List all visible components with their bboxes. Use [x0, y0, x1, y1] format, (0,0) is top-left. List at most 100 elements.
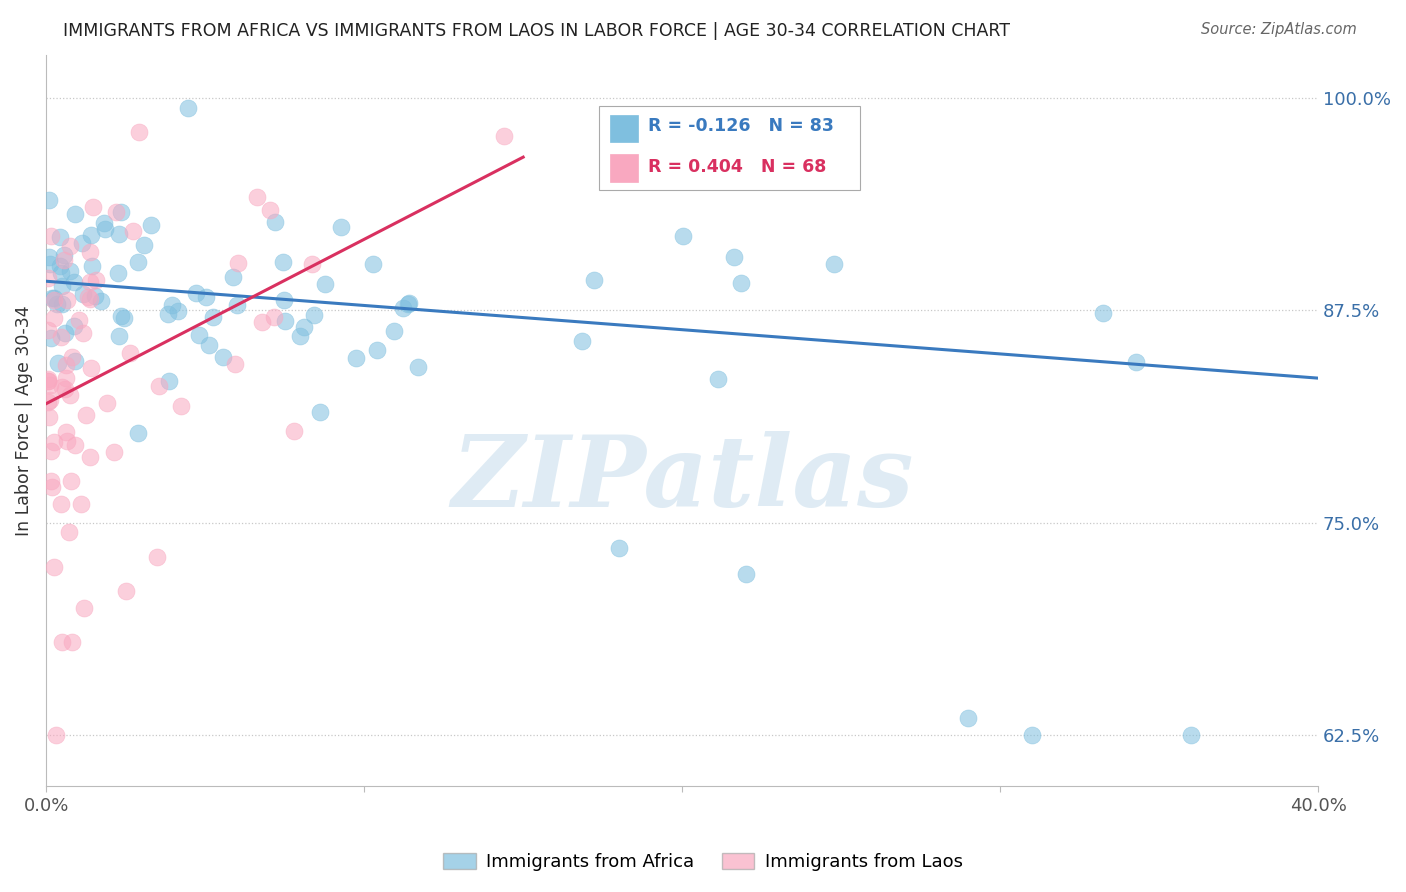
- Point: [571, 334, 593, 349]
- Point: [44, 434, 66, 449]
- Point: [51, 634, 73, 648]
- Point: [55, 358, 77, 372]
- Point: [122, 224, 145, 238]
- Point: [41, 292, 63, 306]
- Point: [46, 356, 69, 370]
- Point: [37, 323, 59, 337]
- Point: [42, 310, 65, 325]
- Point: [53, 382, 76, 396]
- Point: [38, 378, 60, 392]
- Point: [39, 257, 62, 271]
- Point: [55, 371, 77, 385]
- Point: [177, 102, 200, 116]
- Point: [250, 315, 273, 329]
- Point: [226, 256, 249, 270]
- Point: [41, 229, 63, 244]
- Point: [202, 310, 225, 324]
- Point: [283, 425, 305, 439]
- Point: [49, 266, 72, 280]
- Point: [79, 293, 101, 307]
- Point: [103, 444, 125, 458]
- Point: [72, 326, 94, 340]
- Point: [263, 310, 285, 324]
- Point: [48, 230, 70, 244]
- Point: [38, 392, 60, 407]
- Point: [37, 395, 59, 409]
- Point: [160, 298, 183, 312]
- Point: [222, 269, 245, 284]
- Point: [107, 266, 129, 280]
- Text: IMMIGRANTS FROM AFRICA VS IMMIGRANTS FROM LAOS IN LABOR FORCE | AGE 30-34 CORREL: IMMIGRANTS FROM AFRICA VS IMMIGRANTS FRO…: [63, 22, 1011, 40]
- Point: [148, 379, 170, 393]
- Point: [157, 307, 180, 321]
- Point: [60, 350, 83, 364]
- Point: [382, 324, 405, 338]
- Point: [93, 215, 115, 229]
- Point: [132, 238, 155, 252]
- Point: [38, 250, 60, 264]
- Point: [58, 525, 80, 540]
- Point: [127, 425, 149, 440]
- Point: [582, 273, 605, 287]
- Point: [1021, 728, 1043, 742]
- Point: [104, 205, 127, 219]
- Point: [45, 296, 67, 310]
- Point: [264, 215, 287, 229]
- Point: [73, 600, 96, 615]
- Point: [37, 374, 59, 388]
- Point: [392, 301, 415, 315]
- Point: [58, 238, 80, 252]
- Point: [184, 285, 207, 300]
- Point: [146, 549, 169, 564]
- Point: [1125, 355, 1147, 369]
- Point: [110, 309, 132, 323]
- Point: [49, 330, 72, 344]
- Point: [212, 350, 235, 364]
- Point: [1180, 728, 1202, 742]
- Point: [1091, 306, 1114, 320]
- Point: [127, 255, 149, 269]
- Point: [82, 200, 104, 214]
- Point: [82, 259, 104, 273]
- Point: [823, 257, 845, 271]
- FancyBboxPatch shape: [610, 154, 638, 182]
- Point: [37, 372, 59, 386]
- Text: ZIPatlas: ZIPatlas: [451, 431, 914, 527]
- Point: [723, 251, 745, 265]
- Point: [79, 244, 101, 259]
- Point: [309, 405, 332, 419]
- Point: [51, 497, 73, 511]
- Point: [53, 253, 76, 268]
- Point: [76, 290, 98, 304]
- Point: [139, 218, 162, 232]
- Point: [45, 728, 67, 742]
- Point: [60, 634, 83, 648]
- Point: [67, 313, 90, 327]
- Point: [37, 374, 59, 388]
- Point: [80, 228, 103, 243]
- Point: [224, 358, 246, 372]
- Text: R = -0.126   N = 83: R = -0.126 N = 83: [648, 118, 834, 136]
- Point: [957, 711, 980, 725]
- Point: [672, 229, 695, 244]
- Point: [170, 399, 193, 413]
- Point: [79, 275, 101, 289]
- Point: [292, 320, 315, 334]
- Point: [80, 361, 103, 376]
- Point: [288, 329, 311, 343]
- Point: [90, 293, 112, 308]
- Point: [53, 326, 76, 340]
- Point: [42, 560, 65, 574]
- FancyBboxPatch shape: [599, 106, 860, 190]
- Legend: Immigrants from Africa, Immigrants from Laos: Immigrants from Africa, Immigrants from …: [436, 846, 970, 879]
- Point: [128, 125, 150, 139]
- Point: [39, 331, 62, 345]
- Point: [734, 566, 756, 581]
- Point: [59, 474, 82, 488]
- Point: [301, 257, 323, 271]
- Point: [157, 375, 180, 389]
- Text: R = 0.404   N = 68: R = 0.404 N = 68: [648, 158, 827, 176]
- Point: [398, 295, 420, 310]
- Point: [51, 278, 73, 293]
- Point: [72, 286, 94, 301]
